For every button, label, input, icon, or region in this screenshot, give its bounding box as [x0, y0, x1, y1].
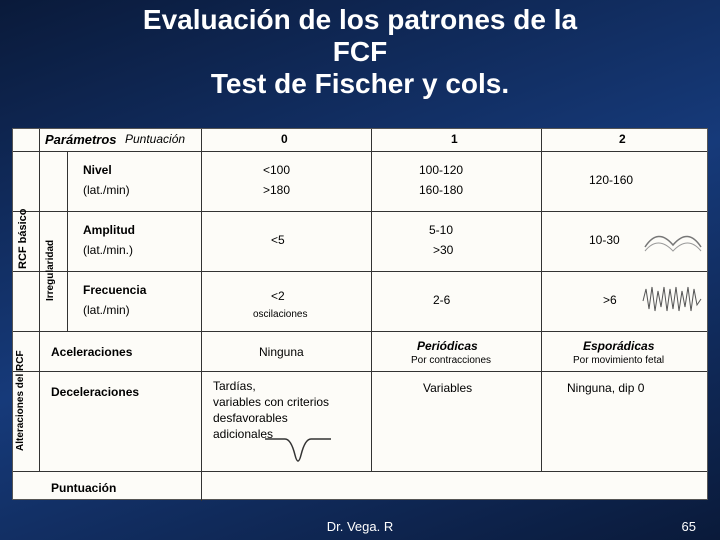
freq-2: >6 — [603, 293, 617, 307]
param-puntuacion: Puntuación — [51, 481, 116, 495]
param-aceleraciones: Aceleraciones — [51, 345, 132, 359]
decel-0a: Tardías, — [213, 379, 363, 393]
hline — [13, 211, 707, 212]
decel-0c: desfavorables — [213, 411, 363, 425]
amp-1b: >30 — [433, 243, 453, 257]
slide-title: Evaluación de los patrones de la FCF Tes… — [0, 0, 720, 103]
nivel-1a: 100-120 — [419, 163, 463, 177]
hline — [13, 151, 707, 152]
acel-0: Ninguna — [259, 345, 304, 359]
acel-1: Periódicas — [417, 339, 478, 353]
hline — [13, 331, 707, 332]
side-irregularidad: Irregularidad — [45, 225, 56, 315]
vline — [67, 151, 68, 331]
param-frecuencia: Frecuencia — [83, 283, 146, 297]
wave-amplitude-icon — [643, 225, 703, 255]
decel-1: Variables — [423, 381, 472, 395]
vline — [371, 129, 372, 471]
note-oscilaciones: oscilaciones — [253, 309, 307, 320]
footer-page: 65 — [682, 519, 696, 534]
vline — [541, 129, 542, 471]
hline — [13, 371, 707, 372]
nivel-2: 120-160 — [589, 173, 633, 187]
param-nivel: Nivel — [83, 163, 112, 177]
param-amplitud: Amplitud — [83, 223, 135, 237]
hdr-score-0: 0 — [281, 132, 288, 146]
fischer-score-table: Parámetros Puntuación 0 1 2 RCF básico I… — [12, 128, 708, 500]
amp-2: 10-30 — [589, 233, 620, 247]
vline — [39, 129, 40, 471]
hline — [13, 471, 707, 472]
hdr-score-1: 1 — [451, 132, 458, 146]
nivel-0a: <100 — [263, 163, 290, 177]
hdr-parametros: Parámetros — [45, 132, 117, 147]
decel-0b: variables con criterios — [213, 395, 373, 409]
title-line3: Test de Fischer y cols. — [20, 68, 700, 100]
freq-0: <2 — [271, 289, 285, 303]
footer-author: Dr. Vega. R — [0, 519, 720, 534]
acel-2: Esporádicas — [583, 339, 654, 353]
vline — [201, 129, 202, 501]
acel-1-overlay: Por contracciones — [411, 355, 491, 366]
side-alteraciones: Alteraciones del RCF — [15, 341, 26, 461]
amp-1a: 5-10 — [429, 223, 453, 237]
amp-0: <5 — [271, 233, 285, 247]
wave-frequency-icon — [641, 281, 703, 319]
title-line2: FCF — [20, 36, 700, 68]
unit-frecuencia: (lat./min) — [83, 303, 130, 317]
freq-1: 2-6 — [433, 293, 450, 307]
nivel-1b: 160-180 — [419, 183, 463, 197]
param-deceleraciones: Deceleraciones — [51, 385, 139, 399]
hline — [13, 271, 707, 272]
nivel-0b: >180 — [263, 183, 290, 197]
hdr-score-2: 2 — [619, 132, 626, 146]
side-rcf-basico: RCF básico — [17, 189, 29, 289]
unit-nivel: (lat./min) — [83, 183, 130, 197]
acel-2-overlay: Por movimiento fetal — [573, 355, 664, 366]
decel-2: Ninguna, dip 0 — [567, 381, 644, 395]
unit-amplitud: (lat./min.) — [83, 243, 133, 257]
title-line1: Evaluación de los patrones de la — [20, 4, 700, 36]
dip-waveform-icon — [263, 431, 333, 469]
hdr-puntuacion: Puntuación — [125, 132, 185, 146]
